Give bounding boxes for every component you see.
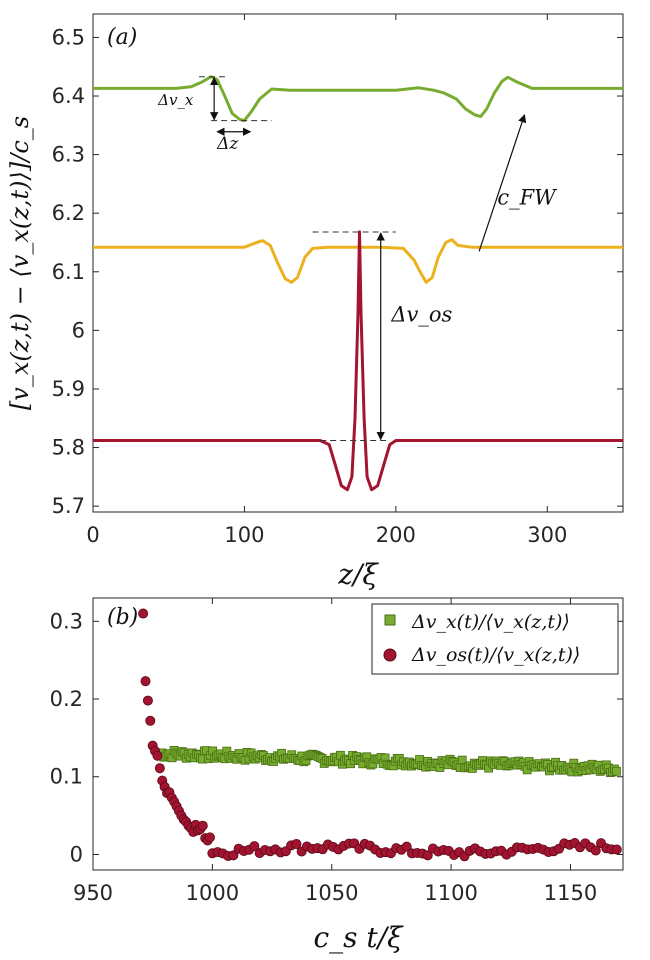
panel-b-label: (b) <box>107 605 138 630</box>
red-circle-point <box>422 850 433 861</box>
green-square-point <box>612 766 621 776</box>
panel-b-x-ticks: 950 1000 1050 1100 1150 <box>73 598 597 905</box>
panel-b-y-ticks: 0 0.1 0.2 0.3 <box>50 609 623 866</box>
red-circle-point <box>197 820 208 831</box>
panel-a-y-axis-label: [v_x(z,t) − ⟨v_x(z,t)⟩]/c_s <box>6 116 34 410</box>
red-circle-point <box>204 832 215 843</box>
panel-a-y-ticks: 5.7 5.8 5.9 6 6.1 6.2 6.3 6.4 6.5 <box>52 25 623 518</box>
panel-b-x-tick-label: 1000 <box>186 881 239 905</box>
c-fw-arrow <box>478 113 527 252</box>
panel-b-x-tick-label: 1050 <box>305 881 358 905</box>
legend-box <box>371 603 619 675</box>
panel-a-y-tick-label: 5.9 <box>52 377 85 401</box>
annotation-c-fw: c_FW <box>497 185 558 209</box>
red-circle-point <box>152 750 163 761</box>
panel-b-y-tick-label: 0 <box>70 842 83 866</box>
red-circle-point <box>291 838 302 849</box>
legend-entry-1: Δv_x(t)/⟨v_x(z,t)⟩ <box>411 611 570 633</box>
panel-a-y-tick-label: 6.3 <box>52 143 85 167</box>
red-circle-point <box>590 845 601 856</box>
panel-b-points <box>138 608 622 862</box>
red-circle-point <box>145 715 156 726</box>
red-circle-point <box>138 608 149 619</box>
panel-a-y-tick-label: 6.5 <box>52 25 85 49</box>
panel-b-x-tick-label: 1150 <box>544 881 597 905</box>
panel-a-x-tick-label: 300 <box>527 523 567 547</box>
panel-a-y-tick-label: 5.7 <box>52 494 85 518</box>
panel-a-x-tick-label: 200 <box>376 523 416 547</box>
panel-b-x-tick-label: 950 <box>73 881 113 905</box>
panel-a-y-tick-label: 6.4 <box>52 84 85 108</box>
panel-a-curves <box>93 75 623 492</box>
annotation-delta-z: Δz <box>216 134 239 154</box>
panel-a-x-axis-label: z/ξ <box>337 558 379 591</box>
legend-marker-green-square <box>384 614 396 626</box>
panel-a-x-tick-label: 0 <box>86 523 99 547</box>
red-circle-point <box>401 841 412 852</box>
red-circle-point <box>140 676 151 687</box>
legend-marker-red-circle <box>383 648 397 662</box>
panel-b-y-tick-label: 0.2 <box>50 687 83 711</box>
annotation-delta-vx: Δv_x <box>157 91 194 109</box>
series-line-yellow <box>93 238 623 284</box>
panel-a-label: (a) <box>107 25 137 50</box>
panel-b-axes-box <box>92 597 624 871</box>
panel-b-y-tick-label: 0.3 <box>50 609 83 633</box>
series-line-red <box>93 230 623 492</box>
panel-a-x-ticks: 0 100 200 300 <box>86 14 567 547</box>
red-circle-point <box>142 695 153 706</box>
red-circle-point <box>228 850 239 861</box>
panel-a-x-tick-label: 100 <box>224 523 264 547</box>
panel-a-y-tick-label: 5.8 <box>52 436 85 460</box>
panel-a: 5.7 5.8 5.9 6 6.1 6.2 6.3 6.4 6.5 0 100 200 300 Δv_… <box>6 13 624 591</box>
panel-a-y-tick-label: 6.2 <box>52 201 85 225</box>
red-circle-point <box>154 763 165 774</box>
panel-a-axes-box <box>92 13 624 513</box>
red-circle-point <box>249 841 260 852</box>
panel-b-x-axis-label: c_s t/ξ <box>313 921 404 954</box>
panel-a-y-tick-label: 6 <box>72 318 85 342</box>
annotation-delta-vos: Δv_os <box>390 303 452 327</box>
panel-a-annotations: Δv_x Δz c_FW Δv_os <box>157 76 558 442</box>
panel-b-y-tick-label: 0.1 <box>50 765 83 789</box>
legend-entry-2: Δv_os(t)/⟨v_x(z,t)⟩ <box>411 644 580 666</box>
panel-b: 0 0.1 0.2 0.3 950 1000 1050 1100 1150 (b) Δv_x(… <box>50 597 624 954</box>
panel-b-x-tick-label: 1100 <box>424 881 477 905</box>
panel-a-y-tick-label: 6.1 <box>52 260 85 284</box>
red-circle-point <box>611 844 622 855</box>
panel-b-legend: Δv_x(t)/⟨v_x(z,t)⟩ Δv_os(t)/⟨v_x(z,t)⟩ <box>371 603 619 675</box>
